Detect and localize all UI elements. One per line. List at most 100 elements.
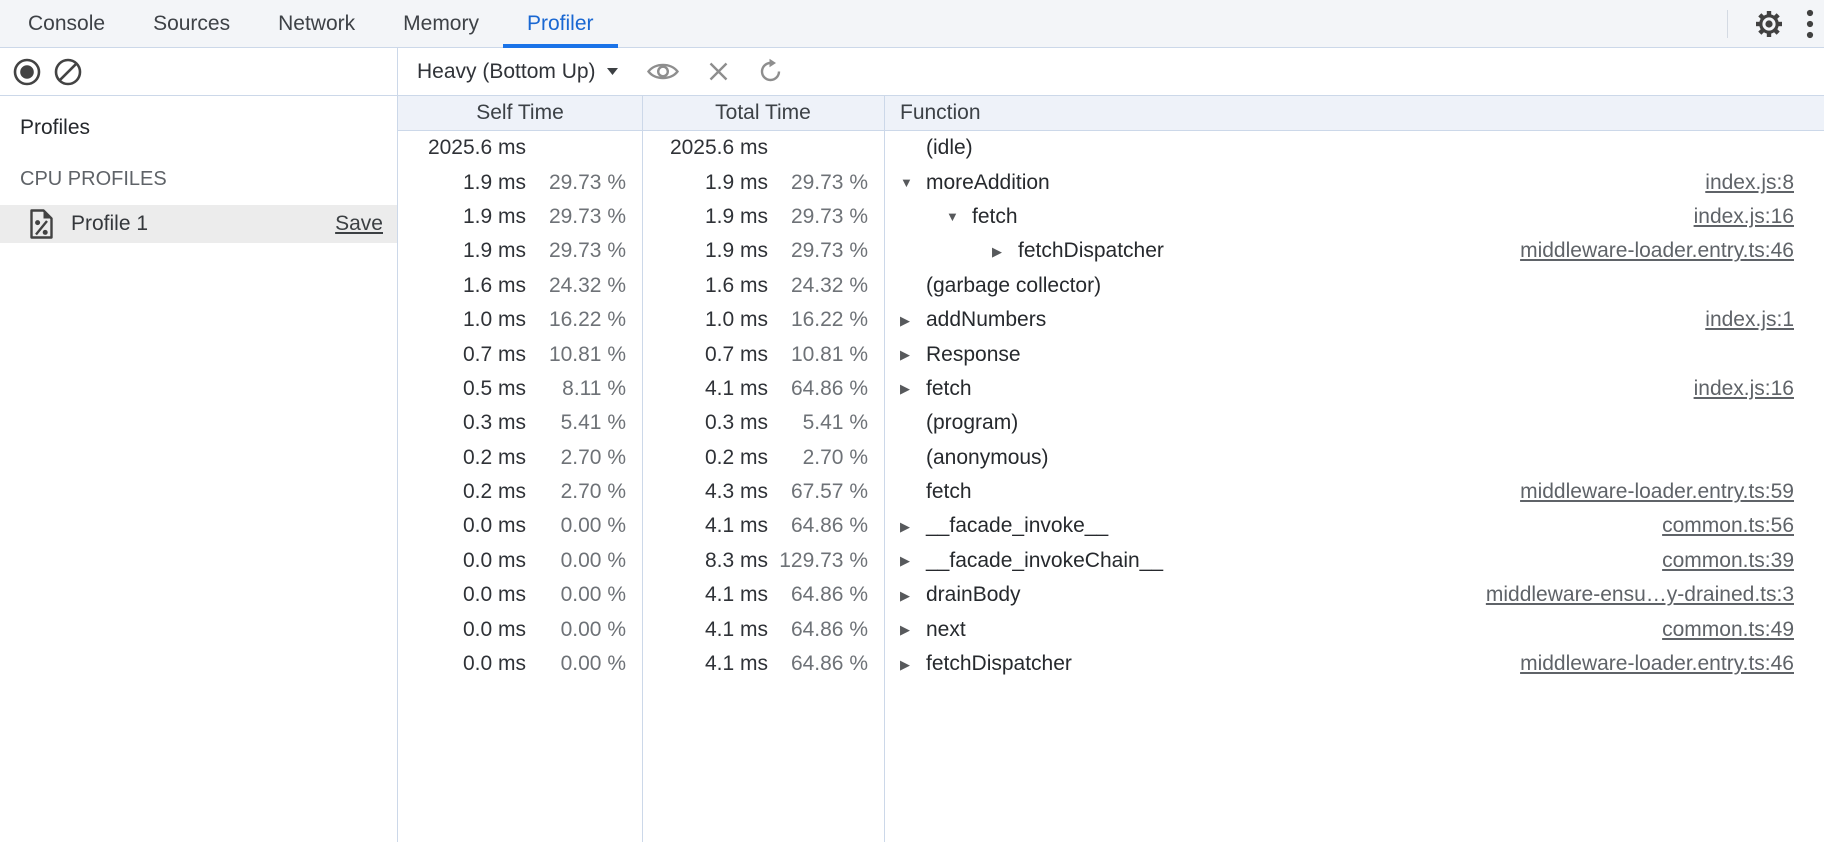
total-time-percent: 10.81 %: [790, 342, 868, 366]
profile-table-row[interactable]: 1.9 ms 29.73 % 1.9 ms 29.73 % ▼ fetch index.js…: [398, 200, 1824, 234]
self-time-ms: 2025.6 ms: [427, 136, 526, 160]
kebab-menu-icon[interactable]: [1806, 7, 1814, 41]
profile-table-row[interactable]: 0.0 ms 0.00 % 4.1 ms 64.86 % ▶ next common.ts:…: [398, 612, 1824, 646]
source-link[interactable]: middleware-ensu…y-drained.ts:3: [1485, 583, 1794, 607]
self-time-cell: 0.0 ms 0.00 %: [398, 578, 642, 612]
total-time-ms: 1.9 ms: [704, 170, 768, 194]
profile-table-row[interactable]: 0.3 ms 5.41 % 0.3 ms 5.41 % (program): [398, 406, 1824, 440]
source-link[interactable]: common.ts:39: [1662, 548, 1794, 572]
collapsed-arrow-icon[interactable]: ▶: [900, 347, 910, 363]
self-time-cell: 1.9 ms 29.73 %: [398, 200, 642, 234]
close-icon[interactable]: [707, 60, 730, 83]
self-time-percent: 16.22 %: [548, 308, 626, 332]
column-divider[interactable]: [642, 96, 643, 842]
total-time-cell: 4.1 ms 64.86 %: [642, 612, 884, 646]
total-time-ms: 0.7 ms: [704, 342, 768, 366]
column-header-self-time[interactable]: Self Time: [476, 101, 564, 124]
function-cell: ▶ fetch index.js:16: [884, 372, 1824, 406]
column-divider[interactable]: [884, 96, 885, 842]
source-link[interactable]: index.js:1: [1705, 308, 1794, 332]
collapsed-arrow-icon[interactable]: ▶: [900, 587, 910, 603]
profile-table-row[interactable]: 0.0 ms 0.00 % 4.1 ms 64.86 % ▶ fetchDispatche…: [398, 647, 1824, 681]
gear-icon[interactable]: [1752, 7, 1786, 41]
save-profile-link[interactable]: Save: [335, 212, 383, 235]
total-time-ms: 4.1 ms: [704, 652, 768, 676]
total-time-ms: 1.9 ms: [704, 239, 768, 263]
eye-icon[interactable]: [646, 60, 680, 83]
function-cell: ▶ fetchDispatcher middleware-loader.entry.…: [884, 647, 1824, 681]
source-link[interactable]: common.ts:56: [1662, 514, 1794, 538]
self-time-ms: 0.0 ms: [462, 514, 526, 538]
total-time-ms: 1.0 ms: [704, 308, 768, 332]
function-name: drainBody: [926, 583, 1021, 607]
self-time-cell: 2025.6 ms: [398, 131, 642, 165]
collapsed-arrow-icon[interactable]: ▶: [900, 381, 910, 397]
function-cell: (program): [884, 406, 1824, 440]
self-time-ms: 0.7 ms: [462, 342, 526, 366]
collapsed-arrow-icon[interactable]: ▶: [900, 518, 910, 534]
profile-table-row[interactable]: 1.9 ms 29.73 % 1.9 ms 29.73 % ▼ moreAddition i…: [398, 165, 1824, 199]
source-link[interactable]: index.js:16: [1693, 376, 1794, 400]
collapsed-arrow-icon[interactable]: ▶: [900, 656, 910, 672]
collapsed-arrow-icon[interactable]: ▶: [992, 243, 1002, 259]
self-time-percent: 0.00 %: [560, 583, 626, 607]
column-header-total-time[interactable]: Total Time: [715, 101, 811, 124]
tab-sources[interactable]: Sources: [153, 11, 231, 35]
source-link[interactable]: middleware-loader.entry.ts:46: [1520, 239, 1794, 263]
self-time-percent: 5.41 %: [560, 411, 626, 435]
profile-table-row[interactable]: 1.6 ms 24.32 % 1.6 ms 24.32 % (garbage colle…: [398, 269, 1824, 303]
source-link[interactable]: common.ts:49: [1662, 617, 1794, 641]
total-time-percent: 64.86 %: [790, 514, 868, 538]
self-time-cell: 1.6 ms 24.32 %: [398, 269, 642, 303]
profile-table-row[interactable]: 1.9 ms 29.73 % 1.9 ms 29.73 % ▶ fetchDispatch…: [398, 234, 1824, 268]
profile-table-row[interactable]: 0.0 ms 0.00 % 4.1 ms 64.86 % ▶ __facade_invok…: [398, 509, 1824, 543]
total-time-percent: 16.22 %: [790, 308, 868, 332]
tabbar-right-controls: [1727, 0, 1814, 48]
profile-document-icon: [28, 208, 55, 240]
collapsed-arrow-icon[interactable]: ▶: [900, 312, 910, 328]
profile-table-row[interactable]: 0.2 ms 2.70 % 0.2 ms 2.70 % (anonymous): [398, 441, 1824, 475]
source-link[interactable]: index.js:16: [1693, 204, 1794, 228]
self-time-cell: 0.5 ms 8.11 %: [398, 372, 642, 406]
profile-table-row[interactable]: 0.0 ms 0.00 % 4.1 ms 64.86 % ▶ drainBody middl…: [398, 578, 1824, 612]
self-time-ms: 0.2 ms: [462, 480, 526, 504]
self-time-cell: 0.3 ms 5.41 %: [398, 406, 642, 440]
tab-profiler[interactable]: Profiler: [502, 0, 618, 48]
function-name: fetchDispatcher: [1018, 239, 1164, 263]
source-link[interactable]: index.js:8: [1705, 170, 1794, 194]
self-time-percent: 29.73 %: [548, 239, 626, 263]
function-name: fetchDispatcher: [926, 652, 1072, 676]
source-link[interactable]: middleware-loader.entry.ts:59: [1520, 480, 1794, 504]
refresh-icon[interactable]: [757, 58, 784, 85]
profile-table-row[interactable]: 0.2 ms 2.70 % 4.3 ms 67.57 % fetch middleware…: [398, 475, 1824, 509]
grid-rows: 2025.6 ms 2025.6 ms (idle) 1.9 ms 29.73 % 1.9…: [398, 131, 1824, 681]
column-header-function[interactable]: Function: [900, 101, 981, 124]
profile-table-row[interactable]: 0.7 ms 10.81 % 0.7 ms 10.81 % ▶ Response: [398, 337, 1824, 371]
clear-icon[interactable]: [53, 57, 83, 87]
profiler-controls-toolbar: [0, 48, 397, 96]
tab-network[interactable]: Network: [278, 11, 356, 35]
collapsed-arrow-icon[interactable]: ▶: [900, 622, 910, 638]
total-time-ms: 4.1 ms: [704, 514, 768, 538]
expanded-arrow-icon[interactable]: ▼: [946, 209, 959, 225]
expanded-arrow-icon[interactable]: ▼: [900, 175, 913, 191]
profile-table-row[interactable]: 0.5 ms 8.11 % 4.1 ms 64.86 % ▶ fetch index.js:…: [398, 372, 1824, 406]
profile-name: Profile 1: [71, 212, 149, 235]
profile-table-row[interactable]: 1.0 ms 16.22 % 1.0 ms 16.22 % ▶ addNumbers ind…: [398, 303, 1824, 337]
function-name: addNumbers: [926, 308, 1047, 332]
self-time-cell: 0.2 ms 2.70 %: [398, 441, 642, 475]
total-time-percent: 129.73 %: [779, 548, 868, 572]
self-time-cell: 1.9 ms 29.73 %: [398, 234, 642, 268]
source-link[interactable]: middleware-loader.entry.ts:46: [1520, 652, 1794, 676]
tab-memory[interactable]: Memory: [403, 11, 479, 35]
self-time-percent: 0.00 %: [560, 617, 626, 641]
tab-console[interactable]: Console: [28, 11, 106, 35]
view-mode-dropdown[interactable]: Heavy (Bottom Up): [417, 60, 619, 84]
self-time-percent: 0.00 %: [560, 652, 626, 676]
profile-table-row[interactable]: 0.0 ms 0.00 % 8.3 ms 129.73 % ▶ __facade_invo…: [398, 544, 1824, 578]
self-time-ms: 1.9 ms: [462, 239, 526, 263]
profile-table-row[interactable]: 2025.6 ms 2025.6 ms (idle): [398, 131, 1824, 165]
sidebar-item-profile-1[interactable]: Profile 1 Save: [0, 205, 397, 243]
collapsed-arrow-icon[interactable]: ▶: [900, 553, 910, 569]
record-icon[interactable]: [12, 57, 42, 87]
